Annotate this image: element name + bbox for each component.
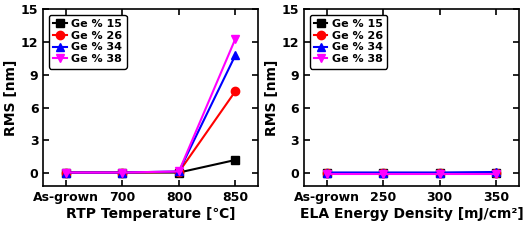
Ge % 34 xyxy=(232,54,238,56)
Ge % 38 xyxy=(63,171,69,174)
Line: Ge % 34: Ge % 34 xyxy=(62,51,240,177)
Legend: Ge % 15, Ge % 26, Ge % 34, Ge % 38: Ge % 15, Ge % 26, Ge % 34, Ge % 38 xyxy=(49,15,127,69)
Line: Ge % 26: Ge % 26 xyxy=(62,87,240,177)
Line: Ge % 15: Ge % 15 xyxy=(323,168,501,177)
Line: Ge % 38: Ge % 38 xyxy=(323,170,501,178)
Line: Ge % 26: Ge % 26 xyxy=(323,169,501,177)
Ge % 26 xyxy=(380,172,386,174)
Ge % 26 xyxy=(63,171,69,174)
Ge % 38 xyxy=(437,173,443,176)
Y-axis label: RMS [nm]: RMS [nm] xyxy=(4,59,18,136)
Ge % 38 xyxy=(324,173,330,176)
Ge % 34 xyxy=(493,171,499,173)
Ge % 15 xyxy=(63,171,69,174)
Y-axis label: RMS [nm]: RMS [nm] xyxy=(265,59,279,136)
Ge % 38 xyxy=(493,173,499,176)
Line: Ge % 38: Ge % 38 xyxy=(62,34,240,177)
Line: Ge % 34: Ge % 34 xyxy=(323,168,501,177)
Ge % 38 xyxy=(380,173,386,176)
Ge % 15 xyxy=(324,171,330,174)
Ge % 26 xyxy=(493,172,499,174)
Ge % 38 xyxy=(176,170,182,173)
Ge % 26 xyxy=(176,171,182,173)
Ge % 15 xyxy=(232,159,238,161)
Ge % 15 xyxy=(119,171,126,174)
Ge % 34 xyxy=(380,171,386,174)
X-axis label: ELA Energy Density [mJ/cm²]: ELA Energy Density [mJ/cm²] xyxy=(300,207,523,221)
Ge % 26 xyxy=(437,172,443,174)
Ge % 38 xyxy=(232,37,238,40)
Ge % 38 xyxy=(119,171,126,174)
Line: Ge % 15: Ge % 15 xyxy=(62,156,240,177)
Ge % 34 xyxy=(324,171,330,174)
Ge % 26 xyxy=(232,90,238,92)
X-axis label: RTP Temperature [℃]: RTP Temperature [℃] xyxy=(66,207,235,221)
Ge % 15 xyxy=(437,171,443,174)
Ge % 34 xyxy=(176,170,182,173)
Ge % 15 xyxy=(493,171,499,174)
Ge % 26 xyxy=(119,171,126,174)
Ge % 15 xyxy=(380,171,386,174)
Ge % 34 xyxy=(437,171,443,174)
Ge % 26 xyxy=(324,172,330,174)
Ge % 15 xyxy=(176,171,182,174)
Ge % 34 xyxy=(119,171,126,174)
Ge % 34 xyxy=(63,171,69,174)
Legend: Ge % 15, Ge % 26, Ge % 34, Ge % 38: Ge % 15, Ge % 26, Ge % 34, Ge % 38 xyxy=(310,15,388,69)
